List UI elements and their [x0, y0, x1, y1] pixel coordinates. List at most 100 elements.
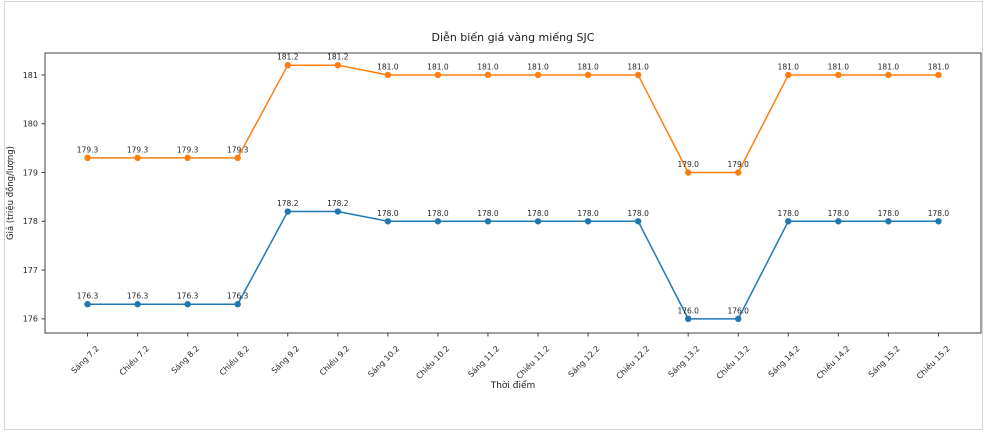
blue-line-point [785, 218, 792, 225]
blue-line-point [935, 218, 942, 225]
chart-title: Diễn biến giá vàng miếng SJC [431, 31, 595, 44]
blue-line-value-label: 176.0 [727, 306, 749, 315]
x-tick-label: Sáng 12.2 [567, 344, 602, 379]
orange-line-value-label: 179.0 [677, 160, 699, 169]
blue-line-point [735, 315, 742, 323]
figure-border [4, 1, 983, 430]
blue-line-value-label: 176.0 [677, 306, 699, 315]
x-tick-label: Sáng 7.2 [70, 344, 101, 375]
blue-line-value-label: 178.0 [828, 209, 850, 218]
blue-line-point [234, 301, 241, 308]
orange-line-point [785, 71, 792, 79]
orange-line-value-label: 181.2 [277, 53, 299, 62]
orange-line-value-label: 179.0 [727, 160, 749, 169]
y-tick-label: 178 [23, 217, 38, 226]
blue-line-value-label: 178.0 [778, 209, 800, 218]
orange-line-point [434, 71, 442, 79]
orange-line-value-label: 179.3 [227, 145, 249, 154]
y-tick-label: 180 [23, 120, 38, 129]
orange-line-point [935, 71, 942, 79]
x-tick-label: Sáng 15.2 [867, 344, 902, 379]
orange-line-point [134, 154, 141, 162]
orange-line-value-label: 181.0 [577, 62, 599, 71]
orange-line-value-label: 181.0 [377, 62, 399, 71]
blue-line-point [835, 218, 842, 225]
axes-frame [44, 52, 982, 334]
orange-line-value-label: 179.3 [127, 145, 149, 154]
x-tick-label: Sáng 14.2 [767, 344, 802, 379]
orange-line-point [885, 71, 892, 79]
orange-line-value-label: 179.3 [177, 145, 199, 154]
y-tick-label: 181 [23, 71, 38, 80]
blue-line-value-label: 178.0 [577, 209, 599, 218]
orange-line-point [334, 61, 342, 69]
x-tick-label: Sáng 9.2 [270, 344, 301, 375]
orange-line-point [735, 169, 742, 176]
orange-line-value-label: 181.0 [477, 62, 499, 71]
blue-line-value-label: 178.0 [928, 209, 950, 218]
blue-line-value-label: 178.2 [277, 199, 299, 208]
orange-line-point [284, 61, 291, 69]
blue-line [87, 210, 939, 320]
blue-line-point [384, 218, 392, 225]
x-axis-label: Thời điểm [490, 381, 536, 391]
orange-line-value-label: 181.0 [778, 62, 800, 71]
blue-line-point [484, 218, 492, 225]
orange-line-value-label: 181.2 [327, 53, 349, 62]
orange-line-value-label: 181.0 [627, 62, 649, 71]
x-tick-label: Sáng 8.2 [170, 344, 201, 375]
y-tick-label: 179 [23, 168, 38, 177]
orange-line-value-label: 179.3 [77, 145, 99, 154]
y-tick-label: 176 [23, 315, 38, 324]
blue-line-point [584, 218, 592, 225]
orange-line-point [684, 169, 692, 176]
orange-line-point [835, 71, 842, 79]
orange-line-value-label: 181.0 [928, 62, 950, 71]
orange-line-point [484, 71, 492, 79]
y-tick-label: 177 [23, 266, 38, 275]
blue-line-point [134, 301, 141, 308]
orange-line-value-label: 181.0 [427, 62, 449, 71]
orange-line-point [184, 154, 191, 162]
blue-line-value-label: 178.0 [477, 209, 499, 218]
blue-line-value-label: 176.3 [177, 292, 199, 301]
orange-line-point [384, 71, 392, 79]
blue-line-point [885, 218, 892, 225]
blue-line-value-label: 178.0 [627, 209, 649, 218]
orange-line-value-label: 181.0 [878, 62, 900, 71]
blue-line-value-label: 178.0 [427, 209, 449, 218]
x-tick-label: Chiều 10.2 [414, 343, 452, 381]
orange-line-point [234, 154, 241, 162]
blue-line-point [184, 301, 191, 308]
blue-line-value-label: 178.2 [327, 199, 349, 208]
blue-line-point [634, 218, 642, 225]
orange-line-value-label: 181.0 [828, 62, 850, 71]
orange-line-point [534, 71, 542, 79]
orange-line-point [584, 71, 592, 79]
blue-line-point [434, 218, 442, 225]
x-tick-label: Sáng 10.2 [366, 344, 401, 379]
blue-line-point [284, 208, 291, 215]
orange-line-point [634, 71, 642, 79]
x-tick-label: Chiều 11.2 [514, 343, 552, 381]
x-tick-label: Chiều 7.2 [117, 343, 151, 377]
blue-line-point [684, 315, 692, 323]
orange-line-value-label: 181.0 [527, 62, 549, 71]
x-tick-label: Sáng 11.2 [466, 344, 501, 379]
blue-line-point [84, 301, 91, 308]
blue-line-value-label: 176.3 [227, 292, 249, 301]
x-tick-label: Chiều 8.2 [217, 343, 251, 377]
x-tick-label: Chiều 12.2 [614, 343, 652, 381]
x-tick-label: Chiều 9.2 [317, 343, 351, 377]
blue-line-point [334, 208, 342, 215]
x-tick-label: Chiều 14.2 [814, 343, 852, 381]
blue-line-value-label: 178.0 [527, 209, 549, 218]
blue-line-point [534, 218, 542, 225]
blue-line-value-label: 178.0 [377, 209, 399, 218]
orange-line [87, 64, 939, 174]
x-tick-label: Sáng 13.2 [667, 344, 702, 379]
blue-line-value-label: 178.0 [878, 209, 900, 218]
x-tick-label: Chiều 15.2 [914, 343, 952, 381]
